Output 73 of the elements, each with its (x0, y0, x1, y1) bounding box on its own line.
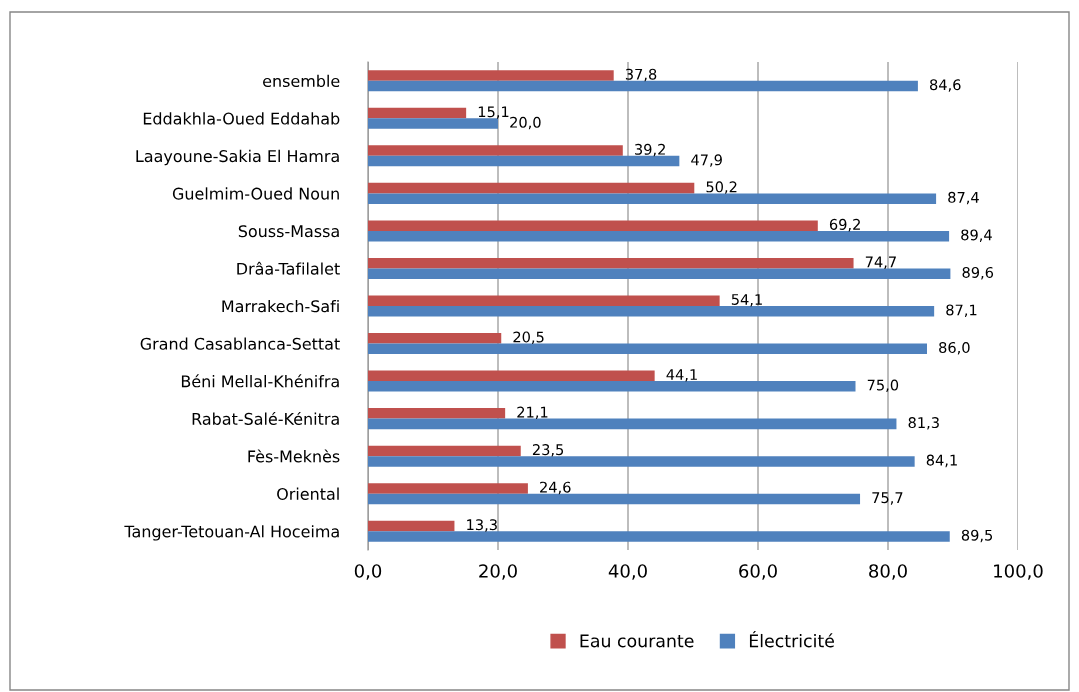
x-tick-label: 20,0 (479, 564, 517, 580)
y-tick-label: Tanger-Tetouan-Al Hoceima (124, 525, 339, 541)
bar (368, 80, 918, 92)
bar (368, 107, 467, 119)
legend-label: Électricité (749, 631, 834, 648)
bar (368, 118, 498, 129)
legend-label: Eau courante (580, 634, 694, 648)
bar (368, 381, 856, 392)
x-tick-label: 80,0 (869, 564, 907, 580)
x-tick-label: 100,0 (994, 564, 1043, 580)
bar (368, 70, 614, 81)
bar (368, 333, 502, 344)
data-label: 23,5 (532, 444, 564, 457)
bar (368, 295, 720, 306)
bar (368, 306, 935, 317)
x-tick-label: 0,0 (354, 564, 382, 580)
bar (368, 268, 951, 279)
y-tick-label: Grand Casablanca-Settat (140, 337, 340, 350)
bar (368, 370, 655, 382)
data-label: 39,2 (635, 143, 665, 157)
data-label: 89,4 (961, 229, 992, 242)
bar (368, 220, 818, 231)
bar (368, 483, 528, 494)
data-label: 47,9 (691, 154, 722, 167)
data-label: 21,1 (517, 406, 548, 420)
bar (368, 182, 695, 194)
data-label: 87,4 (948, 191, 979, 205)
x-tick-label: 60,0 (739, 564, 777, 580)
data-label: 74,7 (865, 256, 896, 269)
bar (368, 257, 854, 269)
data-label: 24,6 (540, 481, 571, 495)
data-label: 87,1 (946, 304, 977, 317)
data-label: 20,5 (513, 331, 544, 344)
data-label: 86,0 (939, 341, 970, 355)
bar (368, 520, 455, 532)
data-label: 20,0 (510, 116, 541, 130)
y-tick-label: ensemble (263, 74, 340, 88)
bar (368, 418, 897, 430)
y-tick-label: Laayoune-Sakia El Hamra (136, 149, 339, 166)
data-label: 15,1 (478, 106, 509, 119)
data-label: 84,6 (930, 79, 961, 92)
y-tick-label: Drâa-Tafilalet (237, 261, 340, 275)
bar (368, 445, 521, 457)
data-label: 37,8 (625, 68, 657, 82)
bar (368, 531, 950, 542)
bar (368, 343, 927, 355)
y-tick-label: Eddakhla-Oued Eddahab (143, 112, 340, 125)
bar (368, 408, 506, 419)
y-tick-label: Souss-Massa (238, 225, 339, 238)
data-label: 13,3 (467, 519, 497, 532)
bar (368, 155, 680, 167)
y-tick-label: Rabat-Salé-Kénitra (192, 411, 339, 425)
bar (368, 493, 861, 505)
data-label: 75,7 (872, 492, 903, 505)
bar (368, 456, 915, 467)
data-label: 44,1 (666, 369, 697, 382)
data-label: 89,6 (962, 266, 994, 280)
data-label: 89,5 (961, 529, 993, 543)
y-tick-label: Béni Mellal-Khénifra (181, 374, 339, 388)
bar (368, 230, 950, 242)
bar (368, 193, 937, 204)
x-tick-label: 40,0 (608, 564, 647, 580)
y-tick-label: Fès-Meknès (248, 449, 340, 463)
data-label: 50,2 (706, 181, 737, 194)
y-tick-label: Oriental (277, 487, 339, 500)
data-label: 69,2 (829, 218, 860, 232)
bar (368, 145, 623, 156)
data-label: 54,1 (731, 294, 762, 307)
data-label: 84,1 (926, 454, 957, 468)
y-tick-label: Marrakech-Safi (222, 299, 339, 313)
data-label: 75,0 (867, 379, 899, 393)
y-tick-label: Guelmim-Oued Noun (172, 187, 339, 200)
data-label: 81,3 (908, 417, 939, 430)
